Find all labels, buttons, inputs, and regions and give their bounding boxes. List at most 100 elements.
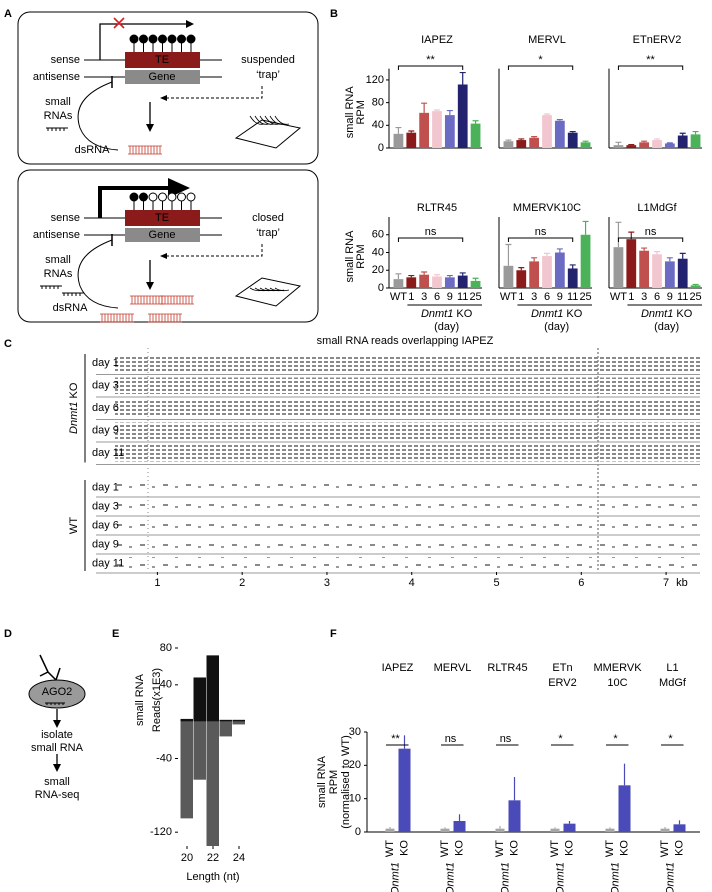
- gene-name: Dnmt1: [421, 308, 453, 320]
- te-label: TE: [155, 54, 169, 66]
- trap-label: ‘trap’: [256, 69, 280, 81]
- methyl-mark: [167, 34, 177, 44]
- chart-title: MERVL: [528, 34, 566, 46]
- significance-label: *: [613, 733, 618, 745]
- chart-title: RLTR45: [417, 202, 457, 214]
- bar: [457, 275, 468, 288]
- row-label: day 1: [92, 481, 119, 493]
- bar: [690, 134, 701, 148]
- error-bar: [556, 119, 563, 121]
- arrowhead: [160, 253, 167, 259]
- trap-icon: [234, 119, 302, 149]
- category-label: MdGf: [659, 677, 687, 689]
- bar: [453, 821, 466, 832]
- small-rnas-label: RNAs: [44, 110, 73, 122]
- bound-rna: [45, 702, 65, 705]
- error-bar: [472, 277, 479, 281]
- x-tick-label: 1: [154, 577, 160, 589]
- y-tick-label: 40: [372, 119, 384, 131]
- category-label: MERVL: [434, 662, 472, 674]
- panel-label: C: [4, 338, 12, 350]
- dsrna-icon: [128, 145, 162, 155]
- bar: [232, 719, 245, 722]
- methyl-mark: [129, 34, 139, 44]
- x-axis-unit: (day): [544, 321, 569, 333]
- bar: [232, 721, 245, 725]
- y-axis-label: Reads(x1E3): [151, 668, 163, 732]
- bar: [660, 828, 670, 832]
- panel-label: D: [4, 628, 12, 640]
- bar: [470, 123, 481, 148]
- error-bar: [641, 140, 648, 143]
- bar: [516, 140, 527, 148]
- te-box: [125, 52, 200, 68]
- bar: [503, 141, 514, 148]
- significance-label: *: [558, 733, 563, 745]
- error-bar: [531, 136, 538, 138]
- group-label: Dnmt1: [499, 862, 511, 892]
- error-bar: [679, 132, 686, 136]
- category-label: RLTR45: [487, 662, 527, 674]
- bar: [419, 274, 430, 288]
- y-tick-label: -120: [150, 826, 172, 838]
- bar: [180, 718, 193, 722]
- error-bar: [395, 273, 402, 280]
- arrowhead: [53, 720, 61, 728]
- error-bar: [654, 138, 660, 141]
- series-label: KO: [618, 840, 630, 856]
- group-label: WT: [68, 517, 80, 534]
- step-label: small: [44, 776, 70, 788]
- label-suffix: KO: [563, 308, 582, 320]
- error-bar: [408, 274, 415, 278]
- bar: [673, 824, 686, 832]
- y-tick-label: 0: [378, 142, 384, 154]
- error-bar: [505, 243, 512, 266]
- label-suffix: KO: [68, 382, 80, 401]
- significance-bracket: [397, 65, 464, 70]
- bar: [503, 265, 514, 288]
- x-tick-label: 24: [233, 852, 245, 864]
- category-label: IAPEZ: [382, 662, 414, 674]
- y-tick-label: 30: [349, 726, 361, 738]
- group-label: Dnmt1: [664, 862, 676, 892]
- x-tick-label: WT: [390, 291, 407, 303]
- bar: [508, 800, 521, 832]
- x-axis-label: Dnmt1 KO: [641, 308, 693, 320]
- bar: [567, 132, 578, 148]
- strand-label: sense: [51, 212, 80, 224]
- row-label: day 1: [92, 357, 119, 369]
- chart-title: L1MdGf: [637, 202, 677, 214]
- x-tick-label: 11: [567, 291, 578, 303]
- bar: [529, 261, 540, 288]
- bar: [542, 256, 552, 288]
- x-tick-label: 11: [457, 291, 468, 303]
- bar: [690, 285, 701, 288]
- dsrna-icon: [160, 295, 194, 305]
- transcription-arrow: [98, 186, 170, 218]
- x-tick-label: 1: [408, 291, 414, 303]
- error-bar: [531, 257, 538, 262]
- x-tick-label: 22: [207, 852, 219, 864]
- x-tick-label: 6: [654, 291, 660, 303]
- error-bar: [518, 138, 525, 141]
- bar: [406, 132, 417, 148]
- trap-label: closed: [252, 212, 284, 224]
- significance-bracket: [507, 237, 574, 242]
- bar: [542, 115, 552, 148]
- read-track: [115, 538, 700, 551]
- read-track: [115, 400, 700, 417]
- significance-label: ns: [535, 226, 547, 238]
- significance-label: ns: [445, 733, 457, 745]
- bar: [470, 280, 481, 288]
- error-bar: [544, 113, 550, 116]
- trap-label: ‘trap’: [256, 227, 280, 239]
- trap-spring: [249, 115, 290, 125]
- error-bar: [408, 130, 415, 133]
- significance-label: **: [426, 54, 435, 66]
- gene-label: Gene: [149, 71, 176, 83]
- bar: [677, 135, 688, 148]
- row-label: day 11: [92, 447, 124, 459]
- bar: [652, 254, 662, 288]
- x-tick-label: 25: [689, 291, 701, 303]
